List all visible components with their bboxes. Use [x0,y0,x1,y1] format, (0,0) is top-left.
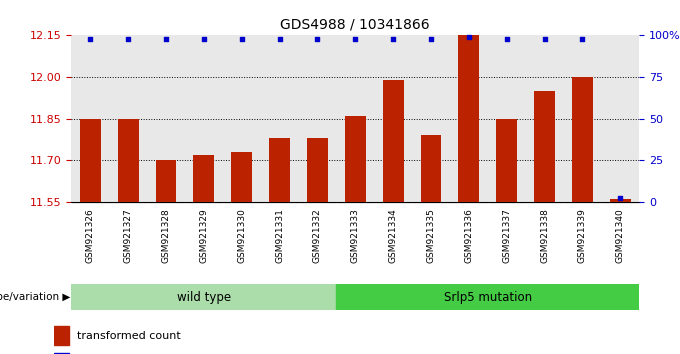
Point [463,34,474,40]
Text: GSM921335: GSM921335 [426,208,435,263]
Point [388,36,398,41]
Text: GSM921339: GSM921339 [578,208,587,263]
Text: GSM921326: GSM921326 [86,208,95,263]
Point [274,36,285,41]
Text: GSM921340: GSM921340 [616,208,625,263]
Bar [54,326,69,345]
Bar [496,119,517,202]
Text: GSM921328: GSM921328 [162,208,171,263]
Bar [54,353,69,354]
Text: GSM921333: GSM921333 [351,208,360,263]
Text: Srlp5 mutation: Srlp5 mutation [444,291,532,304]
Bar [421,135,441,202]
Point [426,36,437,41]
Text: GSM921331: GSM921331 [275,208,284,263]
Bar [307,138,328,202]
Text: GSM921334: GSM921334 [389,208,398,263]
Text: transformed count: transformed count [78,331,181,341]
Bar [337,284,639,310]
Text: GSM921336: GSM921336 [464,208,473,263]
Point [501,36,512,41]
Point [312,36,323,41]
Bar [345,116,366,202]
Text: genotype/variation ▶: genotype/variation ▶ [0,292,70,302]
Text: GSM921337: GSM921337 [503,208,511,263]
Bar [458,24,479,202]
Point [539,36,550,41]
Point [85,36,96,41]
Text: wild type: wild type [177,291,231,304]
Point [199,36,209,41]
Point [577,36,588,41]
Bar [118,119,139,202]
Point [350,36,360,41]
Bar [572,77,593,202]
Bar [610,199,630,202]
Text: GSM921327: GSM921327 [124,208,133,263]
Point [237,36,248,41]
Text: GSM921338: GSM921338 [540,208,549,263]
Bar [156,160,176,202]
Text: GSM921330: GSM921330 [237,208,246,263]
Bar [80,119,101,202]
Bar [231,152,252,202]
Bar [383,80,403,202]
Point [122,36,133,41]
Point [160,36,171,41]
Text: GSM921329: GSM921329 [199,208,208,263]
Text: GSM921332: GSM921332 [313,208,322,263]
Bar [534,91,555,202]
Bar [71,284,337,310]
Bar [194,155,214,202]
Bar [269,138,290,202]
Point [615,196,626,201]
Title: GDS4988 / 10341866: GDS4988 / 10341866 [280,17,430,32]
